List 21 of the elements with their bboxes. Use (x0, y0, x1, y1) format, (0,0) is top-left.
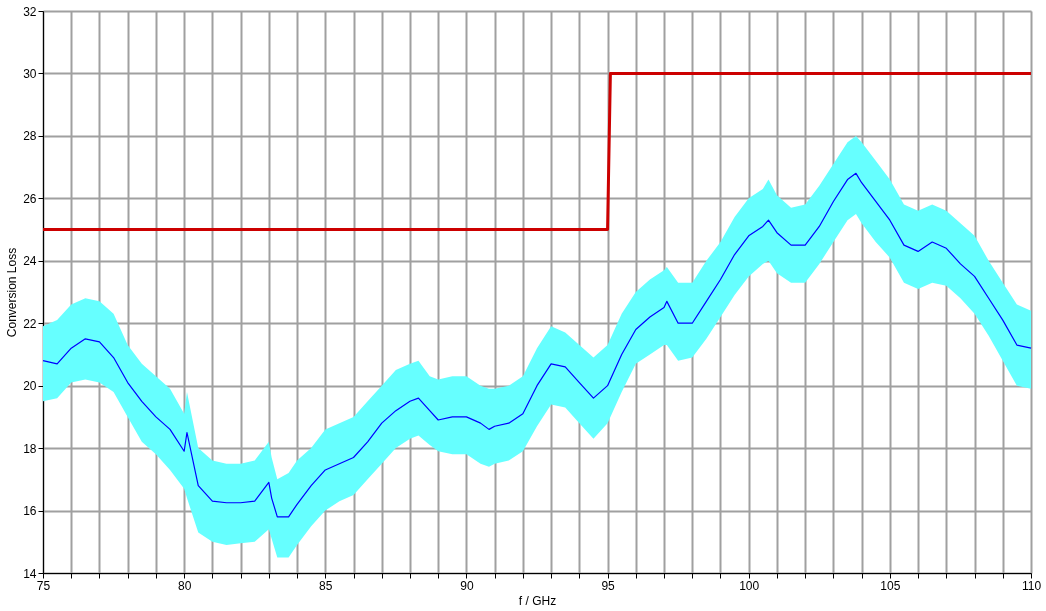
y-tick-label: 20 (23, 379, 37, 394)
y-tick-label: 24 (23, 254, 37, 269)
y-tick-label: 18 (23, 441, 37, 456)
line-series (42, 172, 1032, 518)
x-axis-title: f / GHz (518, 593, 557, 608)
x-tick-label: 110 (1021, 578, 1042, 593)
y-tick-label: 28 (23, 129, 37, 144)
y-tick-label: 26 (23, 191, 37, 206)
x-tick-label: 85 (319, 578, 333, 593)
x-tick-label: 90 (460, 578, 474, 593)
x-tick-label: 95 (601, 578, 616, 593)
x-tick-label: 105 (880, 578, 901, 593)
x-tick-label: 75 (36, 578, 51, 593)
x-tick-label: 100 (739, 578, 760, 593)
y-axis-title: Conversion Loss (5, 247, 20, 338)
y-tick-label: 16 (23, 504, 37, 519)
y-tick-label: 14 (23, 566, 37, 581)
y-tick-label: 32 (23, 4, 37, 19)
y-tick-label: 30 (23, 66, 37, 81)
y-tick-label: 22 (23, 316, 37, 331)
x-tick-label: 80 (177, 578, 192, 593)
